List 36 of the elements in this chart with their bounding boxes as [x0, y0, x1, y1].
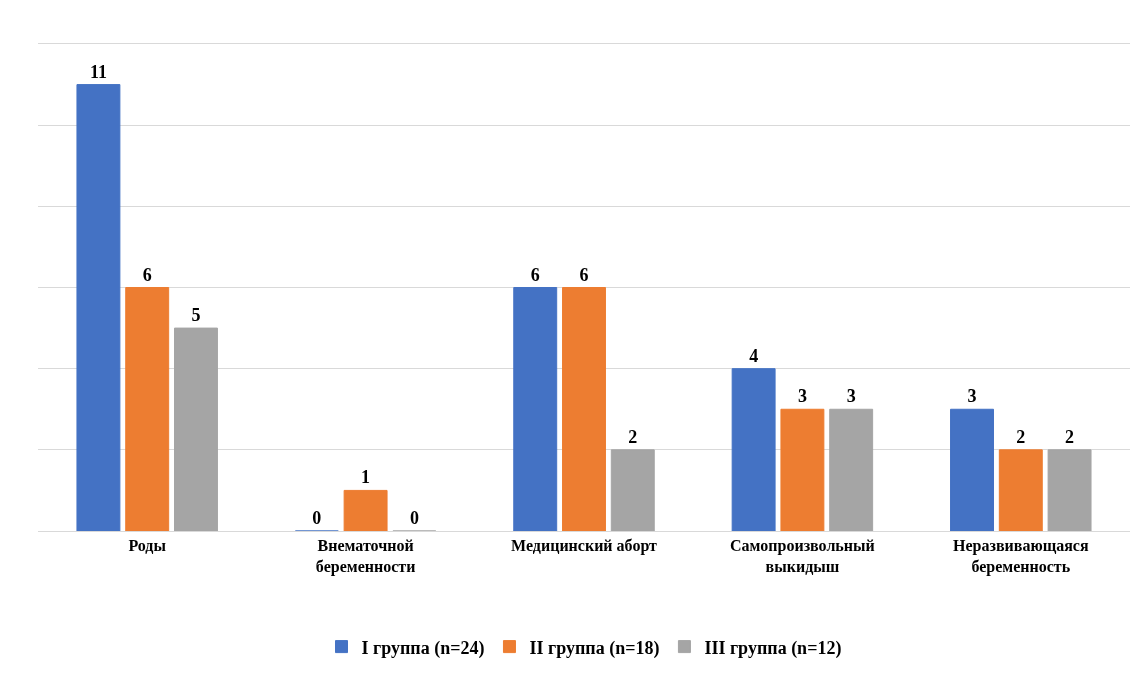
data-label: 6	[530, 264, 540, 285]
bar	[998, 449, 1043, 531]
data-label: 6	[579, 264, 589, 285]
data-label: 11	[89, 61, 107, 82]
bar	[513, 287, 558, 531]
data-label: 2	[1016, 426, 1026, 447]
bar	[829, 408, 874, 531]
bar	[780, 408, 825, 531]
x-tick-label: Медицинский аборт	[511, 537, 658, 556]
x-tick-label: Неразвивающаяся беременность	[953, 537, 1089, 576]
data-label: 3	[967, 386, 977, 407]
bar	[343, 489, 388, 531]
x-tick-label: Самопроизвольный выкидыш	[730, 537, 875, 575]
bar	[610, 449, 655, 531]
bar	[731, 368, 776, 531]
legend-label: II группа (n=18)	[529, 637, 660, 659]
data-label: 6	[142, 264, 152, 285]
legend-label: III группа (n=12)	[704, 637, 842, 659]
data-label: 2	[628, 426, 638, 447]
bar	[1047, 449, 1092, 531]
data-label: 3	[797, 386, 807, 407]
data-label: 5	[191, 305, 201, 326]
data-label: 0	[409, 508, 419, 528]
data-label: 1	[361, 467, 371, 488]
bar	[950, 408, 994, 531]
data-label: 4	[749, 345, 759, 366]
bar	[125, 287, 170, 531]
bar	[76, 84, 121, 531]
legend-label: I группа (n=24)	[361, 637, 485, 659]
bar	[174, 327, 218, 531]
bar	[562, 287, 606, 531]
data-label: 0	[312, 508, 322, 528]
x-tick-label: Внематочной беременности	[315, 537, 416, 576]
data-label: 3	[846, 386, 856, 407]
data-label: 2	[1065, 426, 1075, 447]
x-tick-label: Роды	[128, 537, 167, 555]
